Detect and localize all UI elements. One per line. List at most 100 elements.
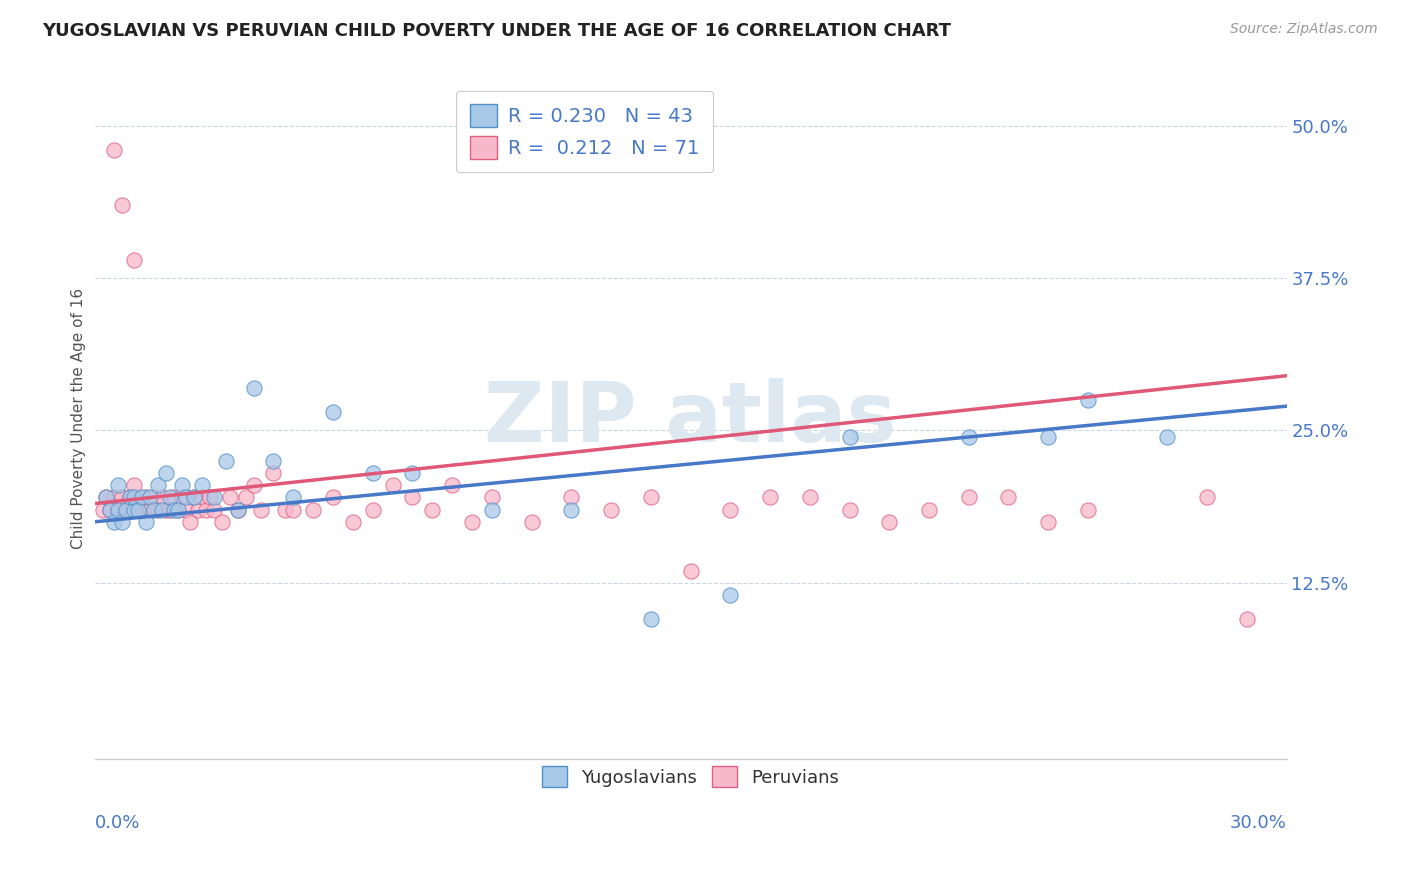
Point [1077, 502, 1099, 516]
Point [1197, 491, 1219, 505]
Text: YUGOSLAVIAN VS PERUVIAN CHILD POVERTY UNDER THE AGE OF 16 CORRELATION CHART: YUGOSLAVIAN VS PERUVIAN CHILD POVERTY UN… [42, 22, 952, 40]
Point [640, 491, 662, 505]
Point [135, 515, 157, 529]
Point [124, 491, 146, 505]
Text: Source: ZipAtlas.com: Source: ZipAtlas.com [1230, 22, 1378, 37]
Point [124, 478, 146, 492]
Point [957, 491, 980, 505]
Point [103, 491, 125, 505]
Point [226, 502, 249, 516]
Point [401, 466, 423, 480]
Y-axis label: Child Poverty Under the Age of 16: Child Poverty Under the Age of 16 [72, 288, 86, 549]
Point [163, 502, 186, 516]
Point [997, 491, 1019, 505]
Point [150, 502, 173, 516]
Point [799, 491, 821, 505]
Point [211, 515, 233, 529]
Point [381, 478, 404, 492]
Point [838, 429, 860, 443]
Point [91, 502, 114, 516]
Point [170, 491, 193, 505]
Point [322, 405, 344, 419]
Point [139, 502, 162, 516]
Point [187, 502, 209, 516]
Point [218, 491, 240, 505]
Point [155, 466, 177, 480]
Point [115, 502, 138, 516]
Point [127, 502, 149, 516]
Point [283, 502, 305, 516]
Point [131, 491, 153, 505]
Text: 30.0%: 30.0% [1230, 814, 1286, 832]
Point [163, 491, 186, 505]
Point [202, 491, 225, 505]
Point [103, 515, 125, 529]
Point [361, 502, 384, 516]
Point [1038, 429, 1060, 443]
Point [170, 478, 193, 492]
Point [1038, 515, 1060, 529]
Legend: Yugoslavians, Peruvians: Yugoslavians, Peruvians [531, 756, 851, 798]
Point [159, 502, 181, 516]
Point [96, 491, 118, 505]
Point [124, 253, 146, 268]
Point [242, 478, 264, 492]
Point [718, 502, 741, 516]
Point [481, 491, 503, 505]
Point [342, 515, 364, 529]
Point [146, 478, 169, 492]
Point [100, 502, 122, 516]
Point [877, 515, 900, 529]
Point [139, 491, 162, 505]
Point [226, 502, 249, 516]
Point [235, 491, 257, 505]
Point [242, 381, 264, 395]
Point [274, 502, 297, 516]
Point [96, 491, 118, 505]
Point [115, 502, 138, 516]
Point [322, 491, 344, 505]
Point [838, 502, 860, 516]
Point [127, 502, 149, 516]
Point [174, 491, 197, 505]
Point [167, 502, 190, 516]
Point [600, 502, 623, 516]
Point [111, 198, 134, 212]
Point [420, 502, 443, 516]
Point [183, 491, 205, 505]
Point [361, 466, 384, 480]
Point [146, 502, 169, 516]
Point [131, 502, 153, 516]
Point [560, 502, 582, 516]
Point [202, 502, 225, 516]
Point [155, 502, 177, 516]
Point [250, 502, 273, 516]
Point [194, 502, 217, 516]
Point [120, 491, 142, 505]
Point [183, 491, 205, 505]
Point [143, 491, 166, 505]
Point [520, 515, 543, 529]
Text: 0.0%: 0.0% [94, 814, 141, 832]
Point [191, 478, 214, 492]
Point [461, 515, 484, 529]
Point [107, 478, 129, 492]
Point [120, 491, 142, 505]
Point [957, 429, 980, 443]
Point [135, 491, 157, 505]
Point [103, 144, 125, 158]
Point [283, 491, 305, 505]
Point [560, 491, 582, 505]
Point [198, 491, 221, 505]
Point [143, 502, 166, 516]
Point [215, 454, 238, 468]
Point [107, 502, 129, 516]
Point [481, 502, 503, 516]
Point [124, 491, 146, 505]
Point [302, 502, 325, 516]
Point [179, 515, 201, 529]
Point [150, 491, 173, 505]
Point [262, 454, 284, 468]
Text: ZIP atlas: ZIP atlas [485, 378, 897, 458]
Point [401, 491, 423, 505]
